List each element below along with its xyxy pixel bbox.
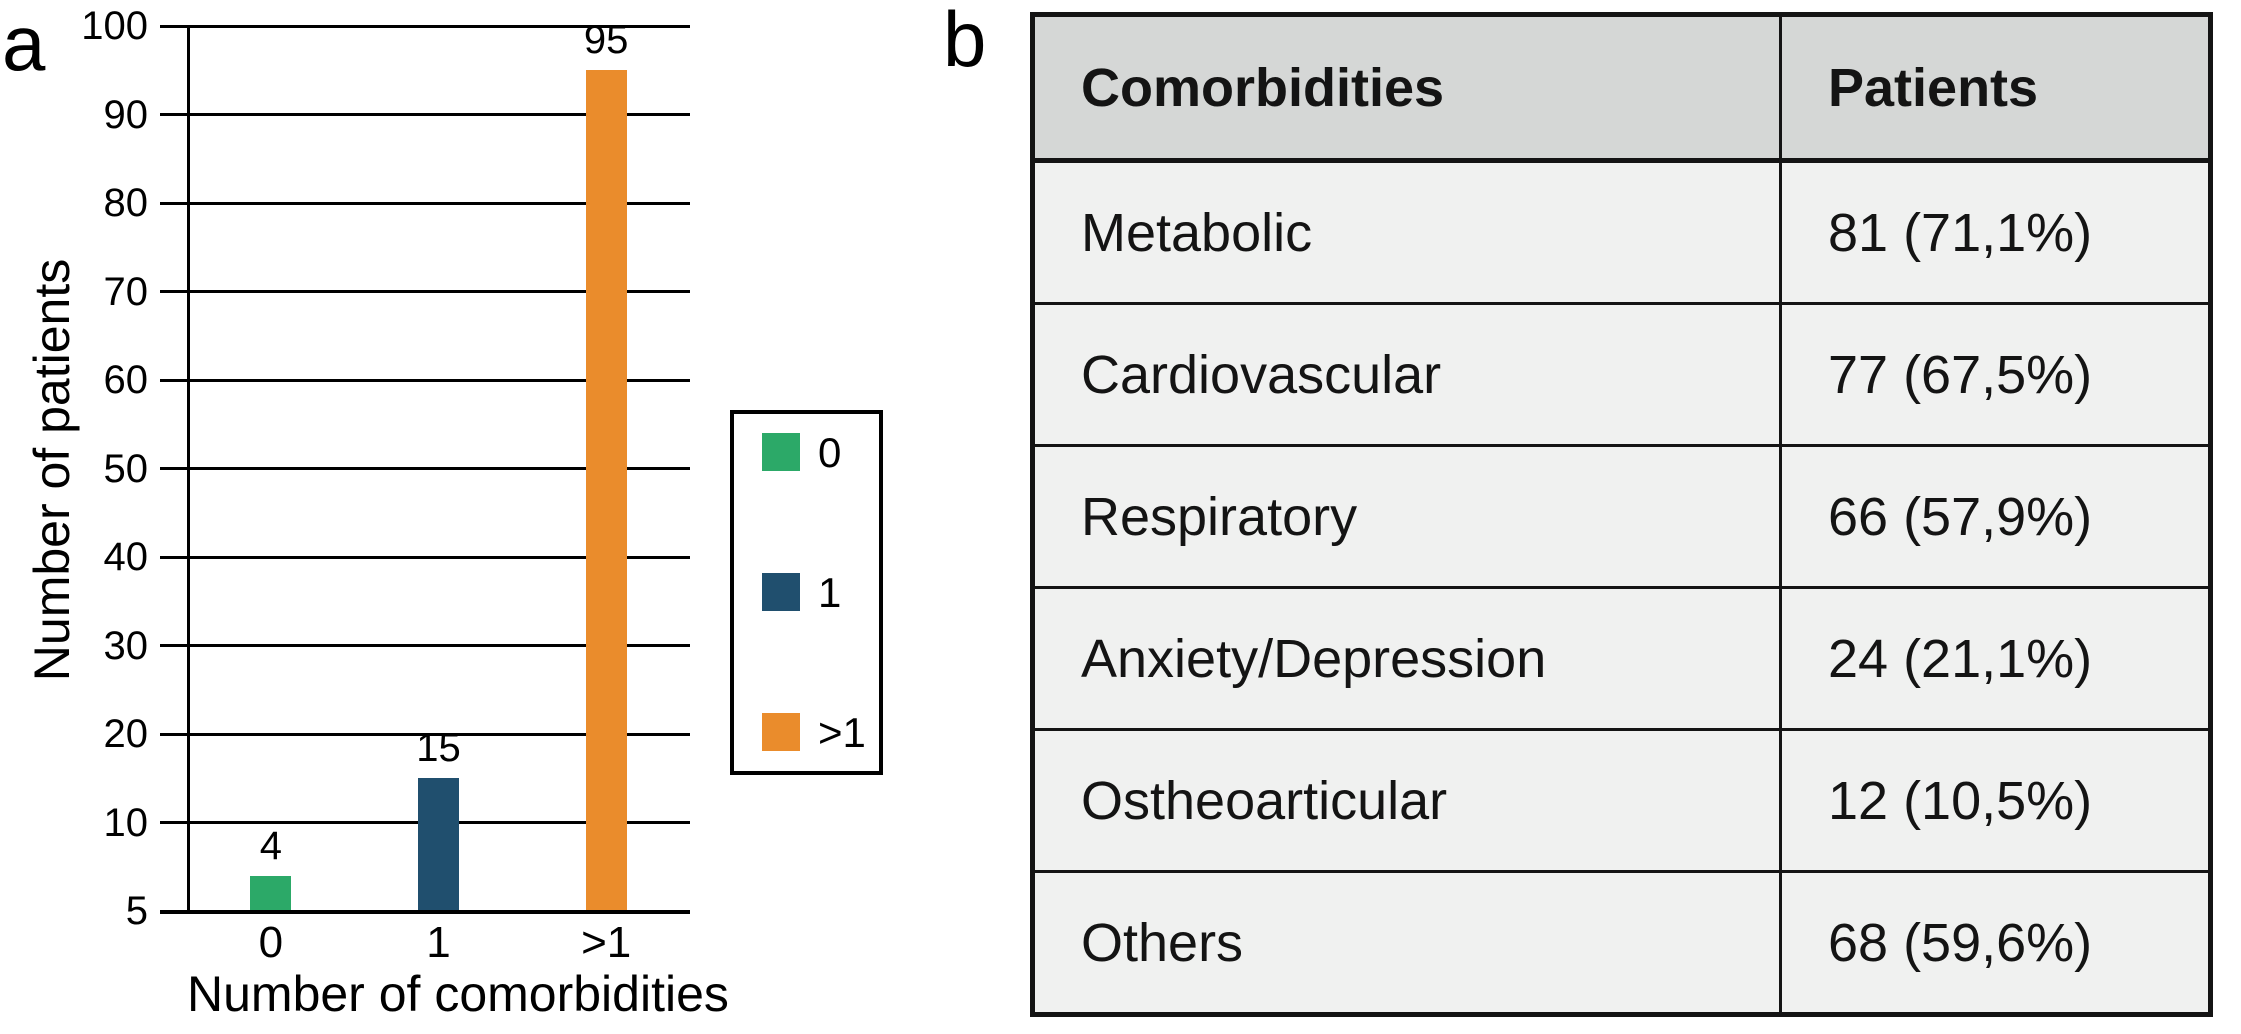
table-header-cell: Comorbidities (1031, 13, 1782, 163)
table-cell: 66 (57,9%) (1779, 444, 2212, 589)
table-cell: 81 (71,1%) (1779, 159, 2212, 305)
plot-area: 100 90 80 70 60 50 40 30 20 10 5 4 0 15 1 95 >1 Number of… (81, 6, 729, 1019)
gridline (160, 378, 690, 382)
table-row: Others 68 (59,6%) (1031, 870, 2212, 1016)
gridline (160, 909, 690, 914)
bar-0 (250, 875, 292, 911)
gridline (160, 732, 690, 736)
bar-value-label: 4 (259, 823, 282, 868)
y-tick-label: 80 (103, 181, 149, 225)
y-tick-label: 60 (103, 358, 149, 402)
panel-a-label: a (2, 0, 46, 87)
bar-1 (418, 778, 459, 911)
legend-swatch->1 (762, 713, 800, 751)
table-header-cell: Patients (1779, 13, 2212, 163)
gridline (160, 467, 690, 470)
gridline (160, 644, 690, 647)
y-axis-line (187, 26, 190, 913)
x-tick-label: 1 (426, 918, 451, 967)
table-cell: Ostheoarticular (1031, 728, 1782, 873)
table-cell: 77 (67,5%) (1779, 302, 2212, 447)
legend-label: 0 (818, 429, 842, 476)
gridline (160, 555, 690, 559)
table-row: Cardiovascular 77 (67,5%) (1031, 302, 2212, 447)
gridline (160, 24, 690, 28)
y-tick-label: 50 (103, 446, 149, 491)
table-row: Anxiety/Depression 24 (21,1%) (1031, 586, 2212, 731)
comorbidities-table: Comorbidities Patients Metabolic 81 (71,1%… (1030, 12, 2213, 1017)
panel-b-label: b (943, 0, 987, 83)
y-tick-label: 10 (103, 800, 149, 845)
table-row: Ostheoarticular 12 (10,5%) (1031, 728, 2212, 873)
table-cell: Metabolic (1031, 159, 1782, 305)
y-tick-label: 30 (103, 623, 149, 668)
legend-swatch-0 (762, 433, 800, 471)
x-tick-label: >1 (581, 918, 632, 967)
table-cell: Others (1031, 870, 1782, 1016)
gridline (160, 201, 690, 205)
chart-legend: 0 1 >1 (730, 410, 883, 775)
table-cell: 24 (21,1%) (1779, 586, 2212, 731)
bar->1 (585, 70, 627, 911)
gridline (160, 113, 690, 116)
y-tick-label: 40 (103, 535, 149, 579)
table-cell: 68 (59,6%) (1779, 870, 2212, 1016)
y-tick-label: 70 (103, 269, 149, 314)
bar-value-label: 95 (583, 18, 629, 63)
y-tick-label: 100 (81, 4, 148, 48)
x-axis-title: Number of comorbidities (187, 966, 729, 1022)
legend-label: 1 (818, 569, 842, 616)
legend-swatch-1 (762, 573, 800, 611)
table-header-row: Comorbidities Patients (1031, 13, 2212, 163)
gridline (160, 290, 690, 293)
table-cell: 12 (10,5%) (1779, 728, 2212, 873)
y-tick-label: 5 (125, 889, 148, 933)
y-tick-label: 20 (103, 712, 149, 756)
x-tick-label: 0 (258, 918, 284, 967)
table-cell: Respiratory (1031, 444, 1782, 589)
table-row: Respiratory 66 (57,9%) (1031, 444, 2212, 589)
legend-label: >1 (818, 709, 866, 756)
table-row: Metabolic 81 (71,1%) (1031, 159, 2212, 305)
table-cell: Cardiovascular (1031, 302, 1782, 447)
bar-value-label: 15 (416, 726, 461, 771)
table-cell: Anxiety/Depression (1031, 586, 1782, 731)
y-tick-label: 90 (103, 92, 149, 137)
